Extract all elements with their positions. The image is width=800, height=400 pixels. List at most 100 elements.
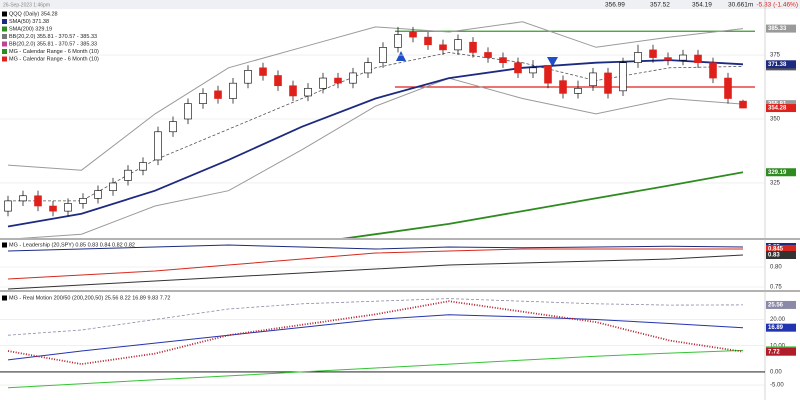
value-tag — [766, 104, 796, 113]
value-tag — [766, 347, 796, 356]
candle-body — [349, 72, 357, 84]
candle-body — [409, 31, 417, 38]
candle-body — [484, 52, 492, 58]
candle-body — [199, 93, 207, 104]
legend-swatch — [2, 56, 7, 62]
value-tag-label: 329.19 — [768, 170, 787, 176]
candle-body — [589, 72, 597, 87]
candle-body — [469, 41, 477, 53]
y-tick-label: 325 — [770, 181, 781, 187]
low: 354.19 — [692, 2, 712, 9]
candle-body — [289, 85, 297, 97]
value-tag-label: 0.83 — [768, 253, 780, 259]
signal-up — [396, 51, 406, 61]
toolbar — [0, 0, 800, 9]
value-tag-label: 7.72 — [768, 349, 780, 355]
candle-body — [739, 100, 747, 109]
value-tag — [766, 251, 796, 259]
plot-area — [0, 244, 765, 290]
y-tick-label: 350 — [770, 117, 781, 123]
value-tag-label: 25.56 — [768, 303, 784, 309]
candle-body — [79, 198, 87, 204]
candle-body — [634, 52, 642, 63]
candle-body — [244, 70, 252, 84]
y-tick-label: 375 — [770, 53, 781, 59]
legend-label: BB(20,2.0) 355.81 - 370.57 - 385.33 — [9, 41, 97, 47]
candle-body — [529, 67, 537, 74]
legend-label: QQQ (Daily) 354.28 — [9, 11, 58, 17]
candle-body — [184, 103, 192, 120]
legend-label: SMA(200) 329.19 — [9, 26, 52, 32]
legend-swatch — [2, 49, 7, 54]
series-line — [7, 349, 744, 389]
plot-area — [0, 21, 765, 238]
y-tick-label: 0.00 — [770, 370, 782, 376]
candle-body — [334, 77, 342, 84]
legend-label: MG - Calendar Range - 6 Month (10) — [9, 49, 99, 55]
value-tag-label: 371.38 — [768, 62, 787, 68]
legend-swatch — [2, 19, 7, 24]
legend-label: BB(20,2.0) 355.81 - 370.57 - 385.33 — [9, 34, 97, 40]
candle-body — [439, 44, 447, 51]
candle-body — [109, 182, 117, 191]
candle-body — [304, 87, 312, 97]
series-line — [7, 244, 744, 252]
legend-label: MG - Real Motion 200/50 (200,200,50) 25.… — [9, 295, 170, 301]
candle-body — [4, 200, 12, 212]
y-tick-label: 0.75 — [770, 285, 782, 291]
candle-body — [19, 195, 27, 202]
legend-label: SMA(50) 371.38 — [9, 19, 49, 25]
plot-area — [0, 298, 765, 389]
candle-body — [709, 62, 717, 79]
legend-swatch — [2, 242, 7, 248]
candle-body — [124, 169, 132, 181]
candle-body — [724, 77, 732, 99]
candle-body — [274, 75, 282, 87]
series-line — [7, 21, 744, 171]
candle-body — [664, 57, 672, 61]
candle-body — [454, 39, 462, 51]
series-line — [7, 314, 744, 361]
candle-body — [679, 54, 687, 61]
series-line — [341, 171, 744, 238]
change: -5.33 (-1.46%) — [756, 2, 798, 9]
volume: 30.661m — [728, 2, 753, 9]
candle-body — [214, 90, 222, 99]
series-line — [7, 248, 743, 280]
candle-body — [49, 205, 57, 212]
value-tag — [766, 24, 796, 33]
legend-swatch — [2, 11, 7, 17]
candle-body — [94, 190, 102, 199]
legend-label: MG - Calendar Range - 6 Month (10) — [9, 56, 99, 62]
series-line — [8, 52, 744, 202]
candle-body — [424, 36, 432, 46]
y-tick-label: 10.00 — [770, 343, 786, 349]
y-tick-label: 20.00 — [770, 317, 786, 323]
candle-body — [619, 62, 627, 92]
candle-body — [499, 57, 507, 63]
series-line — [7, 300, 744, 366]
candle-body — [559, 80, 567, 94]
candle-body — [379, 47, 387, 63]
y-tick-label: -5.00 — [770, 383, 784, 389]
candle-body — [154, 131, 162, 161]
candle-body — [364, 62, 372, 74]
candle-body — [394, 34, 402, 48]
candle-body — [544, 64, 552, 84]
candle-body — [229, 82, 237, 99]
value-tag-label: 0.845 — [768, 247, 784, 253]
candle-body — [259, 67, 267, 76]
candle-body — [604, 72, 612, 94]
candle-body — [34, 195, 42, 207]
candle-body — [139, 162, 147, 171]
value-tag-label: 354.28 — [768, 106, 787, 112]
candle-body — [169, 121, 177, 133]
legend-swatch — [2, 295, 7, 301]
value-tag — [766, 323, 796, 332]
value-tag — [766, 300, 796, 309]
series-line — [7, 298, 744, 336]
high: 357.52 — [650, 2, 670, 9]
legend-label: MG - Leadership (20,SPY) 0.85 0.83 0.84 … — [9, 242, 135, 248]
value-tag — [766, 245, 796, 253]
